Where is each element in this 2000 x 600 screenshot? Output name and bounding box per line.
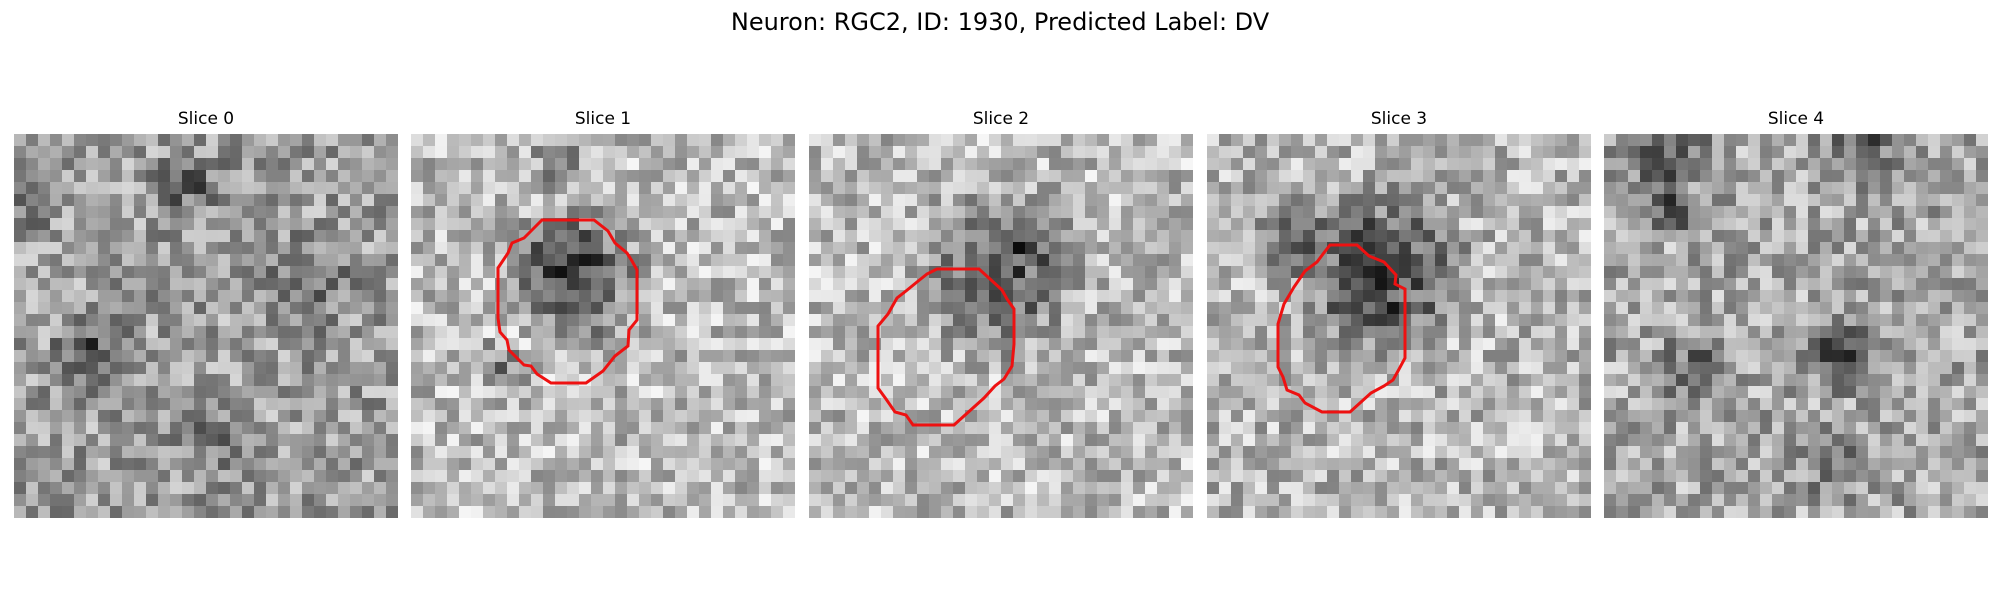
roi-outline — [1276, 243, 1407, 414]
pixel-grid — [411, 134, 795, 518]
slice-panel-3 — [1207, 134, 1591, 518]
slice-image-4 — [1604, 134, 1988, 518]
slice-title-4: Slice 4 — [1767, 109, 1825, 129]
slice-title-2: Slice 2 — [972, 109, 1030, 129]
slice-panel-1 — [411, 134, 795, 518]
slice-panel-2 — [809, 134, 1193, 518]
slice-image-1 — [411, 134, 795, 518]
roi-outline — [876, 267, 1016, 427]
slice-image-3 — [1207, 134, 1591, 518]
slice-panel-0 — [14, 134, 398, 518]
slice-title-0: Slice 0 — [177, 109, 235, 129]
figure-title: Neuron: RGC2, ID: 1930, Predicted Label:… — [730, 8, 1270, 36]
pixel-grid — [1207, 134, 1591, 518]
pixel-grid — [809, 134, 1193, 518]
pixel-grid — [1604, 134, 1988, 518]
slice-title-3: Slice 3 — [1370, 109, 1428, 129]
slice-title-1: Slice 1 — [574, 109, 632, 129]
slice-panel-4 — [1604, 134, 1988, 518]
slice-image-0 — [14, 134, 398, 518]
pixel-grid — [14, 134, 398, 518]
slice-image-2 — [809, 134, 1193, 518]
roi-outline — [496, 218, 639, 385]
